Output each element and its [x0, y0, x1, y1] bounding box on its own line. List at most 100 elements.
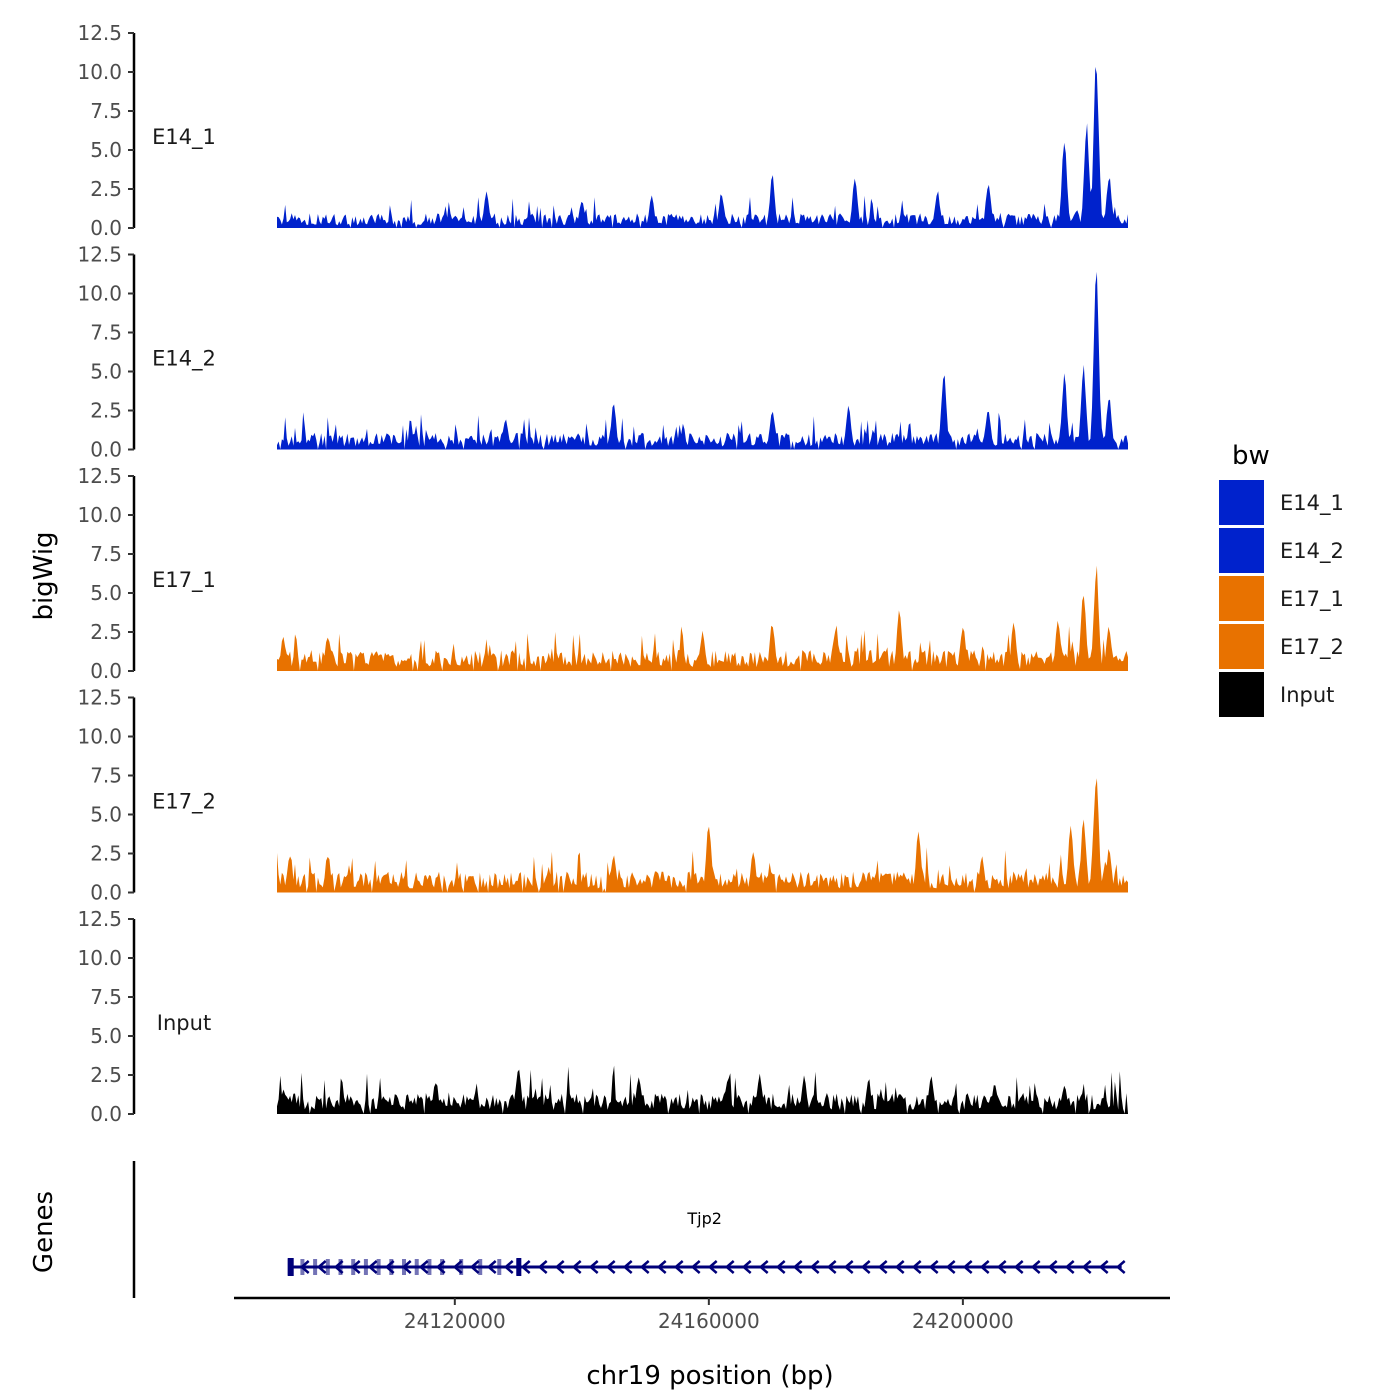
strand-arrow — [605, 1260, 616, 1274]
legend-label-E14_2: E14_2 — [1280, 539, 1344, 564]
legend-swatch-E17_1 — [1219, 576, 1264, 621]
gene-label: Tjp2 — [686, 1209, 722, 1228]
gene-exon — [440, 1259, 445, 1275]
strand-arrow — [520, 1260, 531, 1274]
y-tick-label: 2.5 — [90, 1063, 122, 1087]
legend-swatch-Input — [1219, 672, 1264, 717]
y-tick-label: 7.5 — [90, 99, 122, 123]
strand-arrow — [1081, 1260, 1092, 1274]
strand-arrow — [758, 1260, 769, 1274]
legend-label-E17_2: E17_2 — [1280, 635, 1344, 660]
y-tick-label: 12.5 — [77, 21, 122, 45]
y-tick-label: 5.0 — [90, 803, 122, 827]
y-axis-title: bigWig — [29, 531, 59, 620]
strand-arrow — [469, 1260, 480, 1274]
strand-arrow — [792, 1260, 803, 1274]
legend: E14_1 E14_2 E17_1 E17_2 Input — [1219, 480, 1344, 717]
strand-arrow — [877, 1260, 888, 1274]
legend-label-Input: Input — [1280, 683, 1334, 707]
gene-exon — [338, 1259, 343, 1275]
y-tick-label: 12.5 — [77, 907, 122, 931]
gene-exon — [459, 1259, 464, 1275]
y-tick-label: 2.5 — [90, 399, 122, 423]
legend-swatch-E14_1 — [1219, 480, 1264, 525]
strand-arrow — [962, 1260, 973, 1274]
gene-exon — [478, 1259, 483, 1275]
genes-axis-title: Genes — [29, 1191, 59, 1273]
gene-exon — [363, 1259, 368, 1275]
strand-arrow — [639, 1260, 650, 1274]
y-tick-label: 7.5 — [90, 764, 122, 788]
legend-swatch-E17_2 — [1219, 624, 1264, 669]
strand-arrow — [486, 1260, 497, 1274]
y-tick-label: 7.5 — [90, 321, 122, 345]
track-E14_1: 0.0 2.5 5.0 7.5 10.0 12.5 E14_1 — [77, 21, 1128, 240]
gene-exon — [497, 1259, 502, 1275]
y-tick-label: 0.0 — [90, 216, 122, 240]
strand-arrow — [894, 1260, 905, 1274]
gene-panel: Tjp2 — [132, 1161, 1126, 1298]
coverage-area-E17_2 — [277, 778, 1128, 893]
strand-arrow — [673, 1260, 684, 1274]
track-label: E17_2 — [152, 790, 216, 815]
track-panels: 0.0 2.5 5.0 7.5 10.0 12.5 E14_1 0.0 2.5 5.0 7.5 10.… — [77, 21, 1128, 1126]
gene-exon — [376, 1259, 381, 1275]
y-tick-label: 10.0 — [77, 60, 122, 84]
strand-arrow — [860, 1260, 871, 1274]
strand-arrow — [843, 1260, 854, 1274]
y-tick-label: 10.0 — [77, 282, 122, 306]
strand-arrow — [537, 1260, 548, 1274]
coverage-area-Input — [277, 1065, 1128, 1114]
strand-arrow — [741, 1260, 752, 1274]
y-tick-label: 0.0 — [90, 438, 122, 462]
strand-arrow — [809, 1260, 820, 1274]
strand-arrow — [571, 1260, 582, 1274]
y-tick-label: 5.0 — [90, 138, 122, 162]
strand-arrow — [316, 1260, 327, 1274]
gene-exon — [325, 1259, 330, 1275]
gene-exon — [402, 1259, 407, 1275]
gene-exon — [351, 1259, 356, 1275]
strand-arrow — [418, 1260, 429, 1274]
x-tick-label: 24200000 — [912, 1309, 1014, 1333]
strand-arrow — [656, 1260, 667, 1274]
gene-exon — [389, 1259, 394, 1275]
strand-arrow — [503, 1260, 514, 1274]
legend-label-E14_1: E14_1 — [1280, 491, 1344, 516]
track-Input: 0.0 2.5 5.0 7.5 10.0 12.5 Input — [77, 907, 1128, 1126]
strand-arrow — [1047, 1260, 1058, 1274]
y-tick-label: 0.0 — [90, 881, 122, 905]
strand-arrow — [1115, 1260, 1126, 1274]
y-tick-label: 12.5 — [77, 464, 122, 488]
track-label: Input — [157, 1011, 211, 1035]
coverage-area-E14_2 — [277, 271, 1128, 450]
y-tick-label: 5.0 — [90, 360, 122, 384]
strand-arrow — [367, 1260, 378, 1274]
gene-exon — [300, 1259, 305, 1275]
track-label: E14_1 — [152, 125, 216, 150]
strand-arrow — [775, 1260, 786, 1274]
y-tick-label: 12.5 — [77, 686, 122, 710]
strand-arrow — [724, 1260, 735, 1274]
strand-arrow — [945, 1260, 956, 1274]
y-tick-label: 10.0 — [77, 725, 122, 749]
legend-label-E17_1: E17_1 — [1280, 587, 1344, 612]
x-tick-label: 24160000 — [658, 1309, 760, 1333]
legend-swatch-E14_2 — [1219, 528, 1264, 573]
y-tick-label: 2.5 — [90, 620, 122, 644]
y-tick-label: 7.5 — [90, 542, 122, 566]
gene-exon — [313, 1259, 318, 1275]
y-tick-label: 12.5 — [77, 243, 122, 267]
x-axis-title: chr19 position (bp) — [586, 1361, 833, 1391]
gene-exon — [516, 1258, 522, 1276]
y-tick-label: 5.0 — [90, 581, 122, 605]
strand-arrow — [996, 1260, 1007, 1274]
x-axis: 24120000 24160000 24200000 — [234, 1296, 1170, 1333]
strand-arrow — [622, 1260, 633, 1274]
strand-arrow — [707, 1260, 718, 1274]
strand-arrow — [1098, 1260, 1109, 1274]
strand-arrow — [928, 1260, 939, 1274]
strand-arrow — [554, 1260, 565, 1274]
y-tick-label: 10.0 — [77, 503, 122, 527]
